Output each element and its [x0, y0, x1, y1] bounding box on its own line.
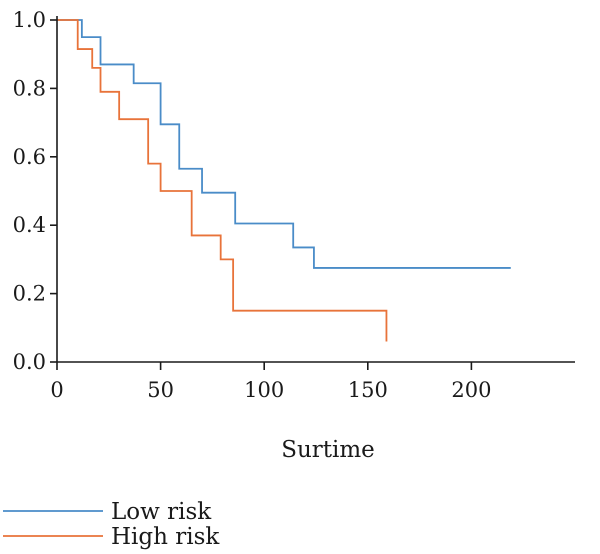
series-line-low-risk: [57, 19, 511, 269]
y-tick-label: 1.0: [13, 8, 46, 32]
y-tick-label: 0.0: [13, 350, 46, 374]
x-tick-label: 200: [451, 378, 491, 402]
x-tick-label: 0: [50, 378, 63, 402]
x-tick-label: 50: [147, 378, 174, 402]
x-tick-label: 100: [244, 378, 284, 402]
y-tick-label: 0.8: [13, 76, 46, 100]
y-tick-label: 0.4: [13, 213, 46, 237]
legend-label-low-risk: Low risk: [111, 499, 212, 525]
series-line-high-risk: [57, 19, 388, 342]
series-layer: [57, 19, 511, 342]
x-tick-label: 150: [348, 378, 388, 402]
axes-layer: 0 50 100 150 200 0.0 0.2 0.4 0.6 0.8 1.0: [13, 8, 575, 402]
y-tick-label: 0.6: [13, 145, 46, 169]
x-axis-title: Surtime: [281, 437, 375, 463]
legend-label-high-risk: High risk: [111, 524, 220, 550]
y-tick-label: 0.2: [13, 282, 46, 306]
